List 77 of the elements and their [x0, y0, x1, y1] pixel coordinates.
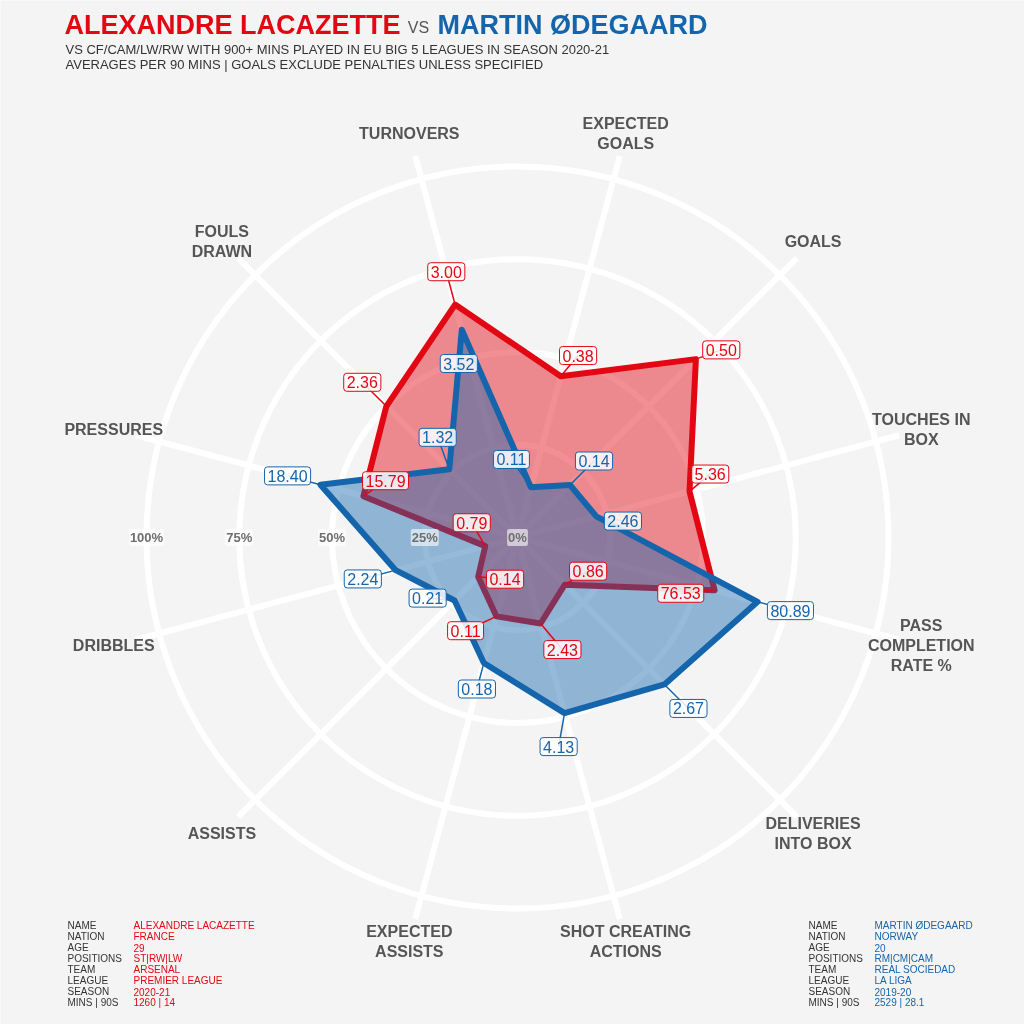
text: AGE	[808, 942, 830, 953]
spoke-label: SHOT CREATING ACTIONS	[560, 922, 692, 960]
text: 76.53	[660, 585, 701, 603]
text: 0.18	[461, 681, 493, 699]
spoke-label: TURNOVERS	[359, 125, 460, 143]
spoke-label: FOULS DRAWN	[191, 223, 253, 261]
text: RM|CM|CAM	[874, 953, 934, 964]
text: ALEXANDRE LACAZETTE	[133, 920, 255, 931]
text: ARSENAL	[133, 964, 181, 975]
text: POSITIONS	[808, 953, 864, 964]
text: AGE	[67, 942, 89, 953]
text: 2.36	[346, 374, 378, 392]
text: TEAM	[67, 964, 96, 975]
text: NORWAY	[874, 931, 919, 942]
text: 0.14	[489, 571, 521, 589]
text: SEASON	[808, 986, 851, 997]
text: 0.50	[705, 341, 737, 359]
y-tick-label: 0%	[508, 530, 528, 545]
spoke-label: EXPECTED GOALS	[582, 115, 669, 153]
y-tick-label: 25%	[411, 530, 439, 545]
text: 3.52	[443, 355, 475, 373]
spoke-label: TOUCHES IN BOX	[872, 410, 971, 448]
text: NATION	[67, 931, 105, 942]
y-tick-label: 100%	[129, 530, 164, 545]
text: 1.32	[422, 429, 454, 447]
text: MINS | 90S	[67, 997, 119, 1008]
text: 80.89	[770, 602, 811, 620]
spoke-label: DELIVERIES INTO BOX	[765, 814, 861, 852]
text: MARTIN ØDEGAARD	[874, 920, 973, 931]
text: MARTIN ØDEGAARD	[437, 9, 708, 40]
text: NATION	[808, 931, 846, 942]
text: 2529 | 28.1	[874, 997, 925, 1008]
text: REAL SOCIEDAD	[874, 964, 956, 975]
text: LEAGUE	[67, 975, 109, 986]
text: NAME	[67, 920, 97, 931]
text: 29	[133, 942, 146, 954]
text: 2020-21	[133, 986, 171, 998]
text: 1260 | 14	[133, 997, 176, 1008]
text: MINS | 90S	[808, 997, 860, 1008]
text: LA LIGA	[874, 975, 913, 986]
text: FRANCE	[133, 931, 175, 942]
text: 2.67	[672, 700, 705, 718]
text: 18.40	[267, 467, 308, 485]
spoke-label: EXPECTED ASSISTS	[366, 922, 453, 960]
y-tick-label: 75%	[226, 530, 253, 545]
text: 20	[874, 942, 887, 954]
chart-title: VS	[407, 19, 430, 36]
text: 4.13	[543, 738, 575, 756]
text: 2.43	[546, 641, 578, 659]
text: 0.11	[450, 622, 481, 640]
text: 3.00	[430, 263, 462, 281]
y-tick-label: 50%	[318, 530, 346, 545]
text: 0.86	[572, 563, 604, 581]
text: LEAGUE	[808, 975, 850, 986]
text: 0.11	[496, 451, 527, 469]
text: 2.46	[607, 513, 639, 531]
text: ALEXANDRE LACAZETTE	[64, 9, 401, 40]
text: 2019-20	[874, 986, 912, 998]
spoke-label: PRESSURES	[64, 420, 164, 438]
spoke-label: DRIBBLES	[72, 637, 155, 655]
text: 0.79	[456, 514, 488, 532]
spoke-label: GOALS	[784, 233, 842, 251]
spoke-label: PASS COMPLETION RATE %	[867, 617, 975, 675]
text: POSITIONS	[67, 953, 123, 964]
text: 15.79	[365, 472, 406, 490]
text: 5.36	[694, 466, 726, 484]
text: 0.21	[412, 590, 444, 608]
text: 0.38	[562, 347, 594, 365]
text: 0.14	[578, 452, 610, 470]
spoke-label: ASSISTS	[187, 824, 257, 842]
text: ST|RW|LW	[133, 953, 183, 964]
text: SEASON	[67, 986, 110, 997]
text: PREMIER LEAGUE	[133, 975, 223, 986]
text: 2.24	[347, 570, 379, 588]
text: VS CF/CAM/LW/RW WITH 900+ MINS PLAYED IN EU BIG 5 LEAGUES IN SEASON 2020-21 AVERAGES PER 90 MINS | GOALS EXCLUDE PENALTIES UNLESS SPECIFIED	[65, 41, 610, 72]
text: TEAM	[808, 964, 837, 975]
text: NAME	[808, 920, 838, 931]
